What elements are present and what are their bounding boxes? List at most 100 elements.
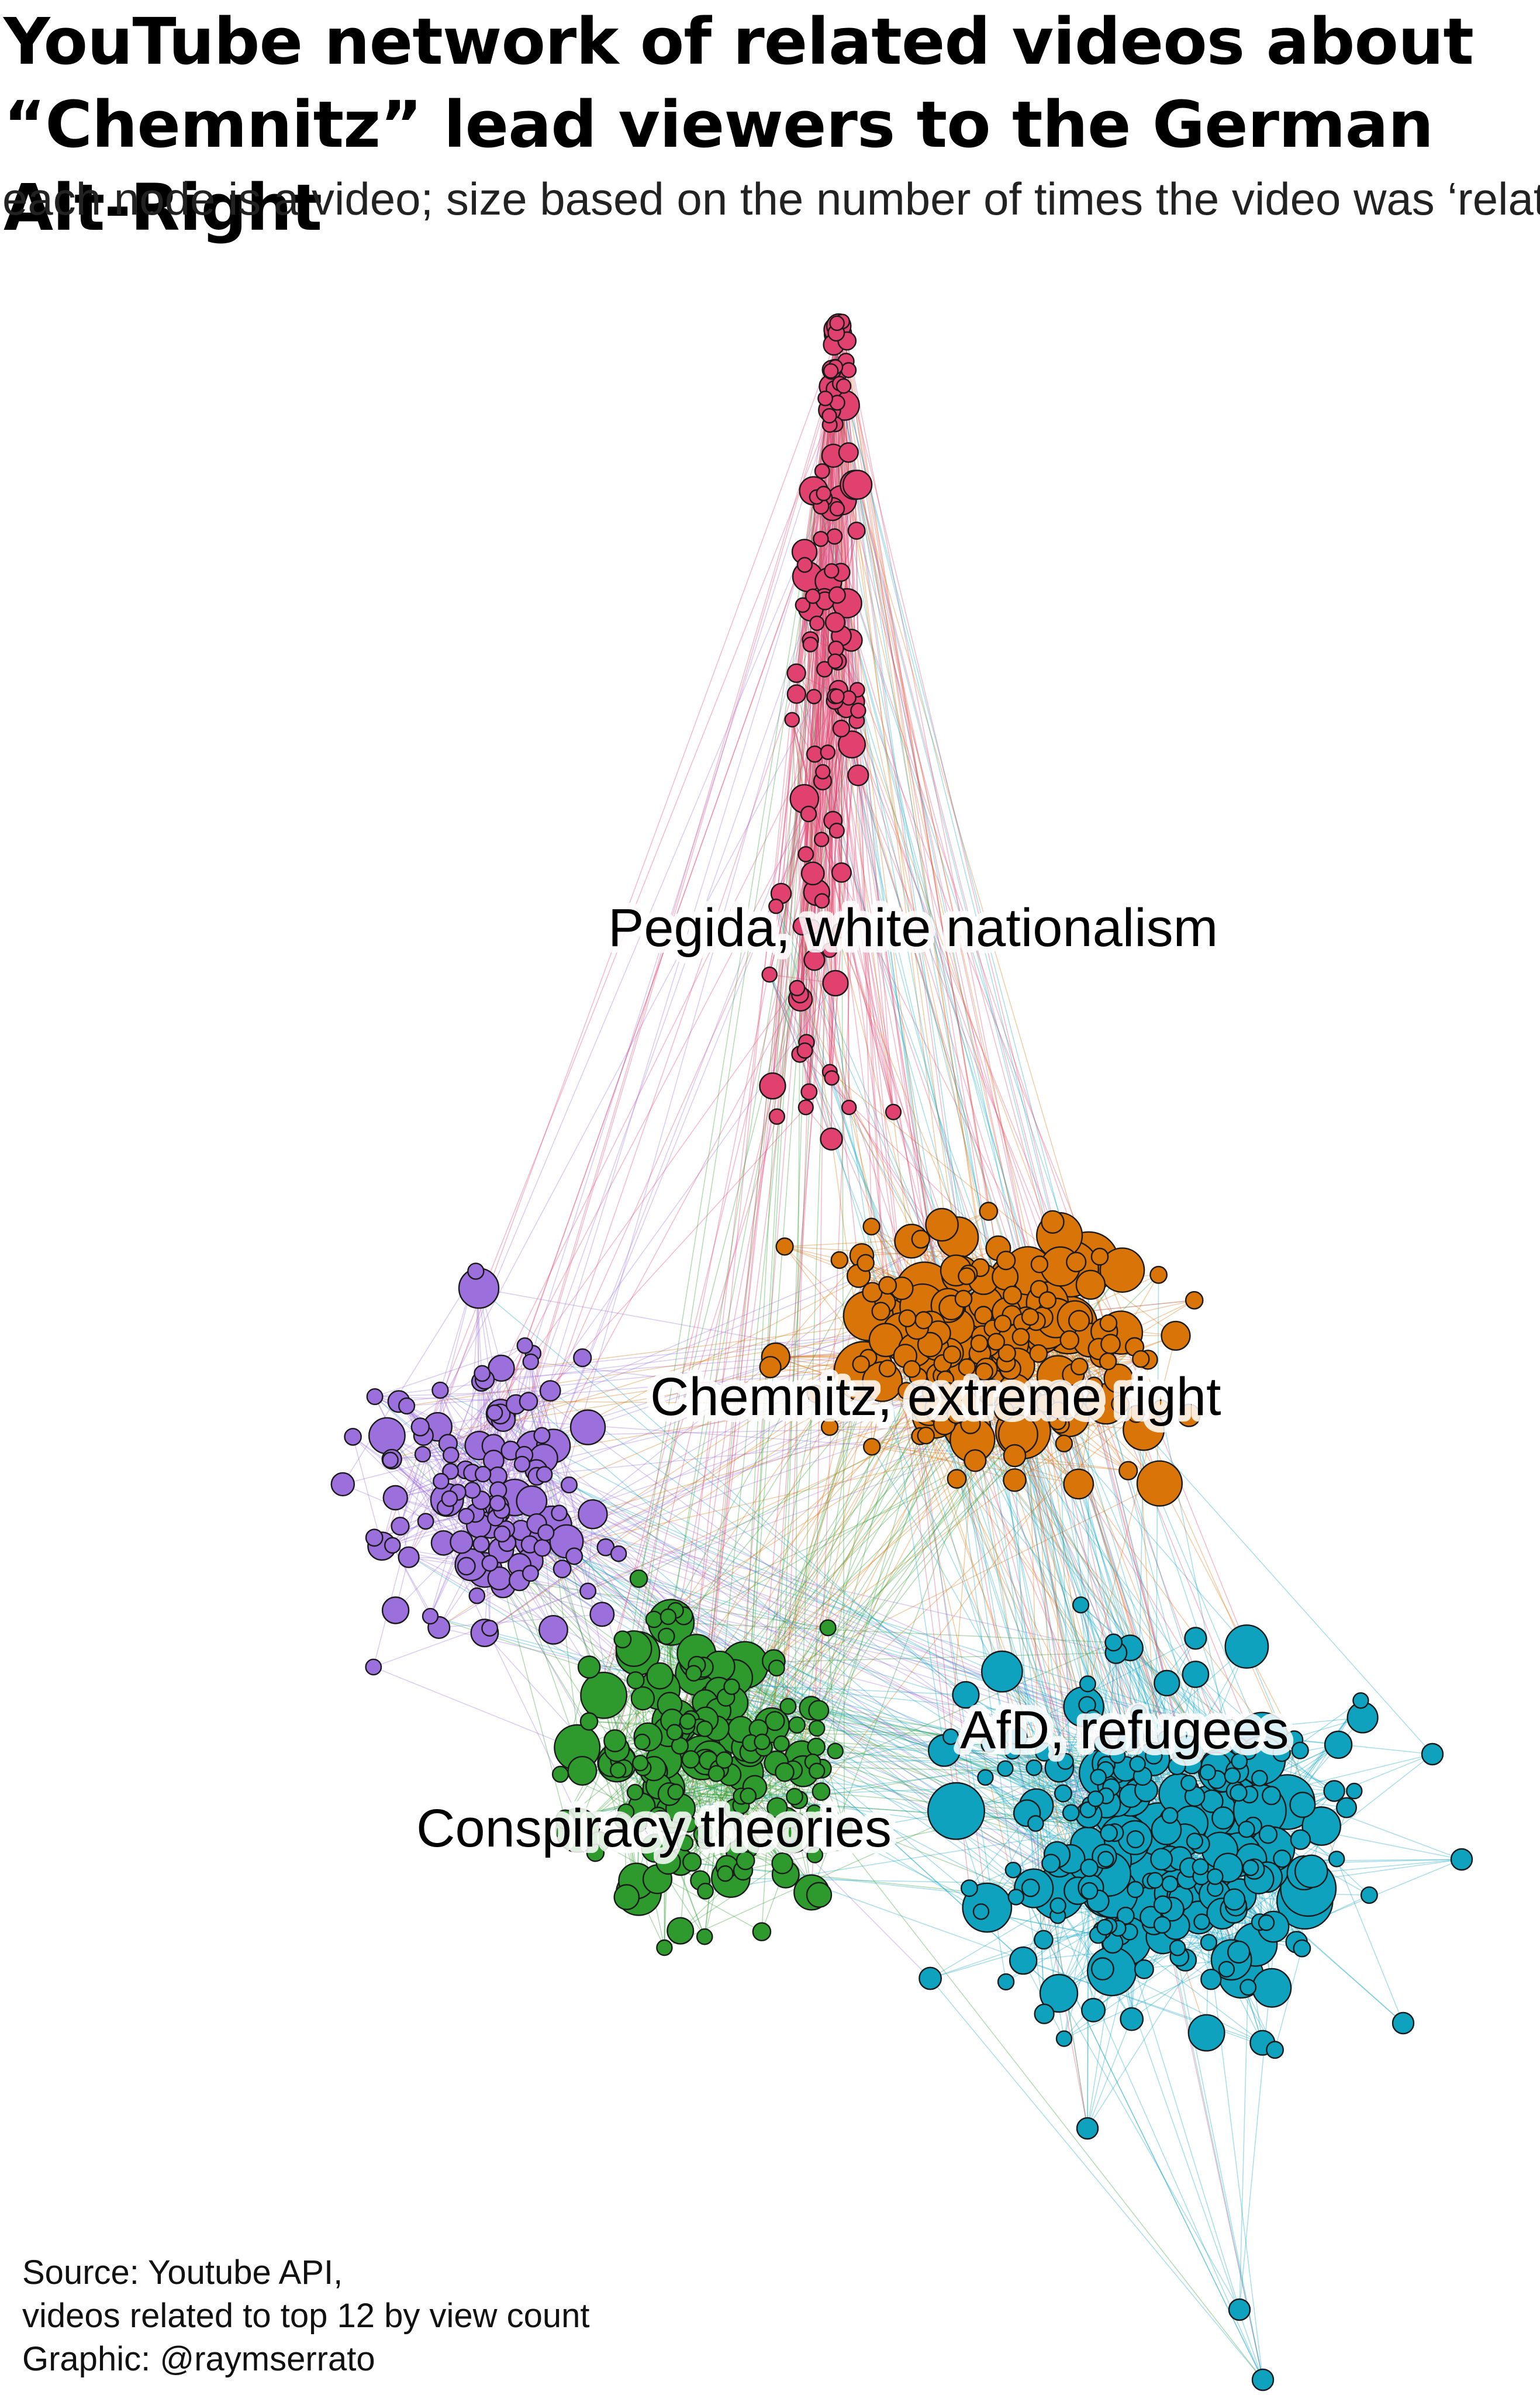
related-edge <box>423 661 836 1436</box>
video-node <box>578 1499 608 1530</box>
video-node <box>1169 1940 1186 1956</box>
video-node <box>771 1852 793 1875</box>
related-edge <box>484 1364 862 1634</box>
related-edge <box>829 1262 866 1427</box>
video-node <box>414 1445 431 1463</box>
video-node <box>1087 1790 1104 1807</box>
video-node <box>1147 1872 1163 1889</box>
video-node <box>1153 1916 1171 1934</box>
video-node <box>1273 1849 1292 1868</box>
video-node <box>1097 1851 1114 1868</box>
related-edge <box>837 333 1214 1881</box>
related-edge <box>696 1653 1078 1892</box>
video-node <box>813 531 829 547</box>
video-node <box>820 1127 843 1151</box>
related-edge <box>857 484 1214 1881</box>
video-node <box>431 1381 449 1399</box>
video-node <box>734 1817 751 1834</box>
related-edge <box>588 1116 778 1722</box>
video-node <box>330 1472 355 1497</box>
video-node <box>1127 1880 1144 1899</box>
video-node <box>1080 1997 1106 2023</box>
video-node <box>1049 1401 1068 1420</box>
related-edge <box>1057 1915 1263 2380</box>
video-node <box>842 470 873 500</box>
video-node <box>1294 1854 1328 1889</box>
related-edge <box>808 813 1069 1326</box>
video-node <box>1168 1756 1186 1775</box>
related-edge <box>830 371 1065 1400</box>
video-node <box>1025 1759 1042 1776</box>
video-node <box>752 1922 772 1941</box>
video-node <box>464 1482 481 1499</box>
related-edge <box>814 1393 931 1813</box>
video-node <box>1184 1627 1207 1650</box>
video-node <box>1063 1468 1094 1500</box>
video-node <box>841 1099 857 1116</box>
related-edge <box>818 1413 1137 1711</box>
video-node <box>1391 2011 1415 2035</box>
video-node <box>925 1207 959 1242</box>
video-node <box>775 1237 794 1256</box>
related-edge <box>829 425 1168 1683</box>
related-edge <box>498 710 859 1517</box>
video-node <box>603 1729 627 1752</box>
related-edge <box>820 1359 1149 1792</box>
video-node <box>1145 1747 1163 1765</box>
video-node <box>850 702 866 719</box>
video-node <box>626 1671 645 1690</box>
video-node <box>816 661 833 678</box>
video-node <box>997 1973 1015 1991</box>
video-node <box>422 1607 439 1625</box>
related-edge <box>440 1373 483 1482</box>
node-layer <box>330 313 1473 2391</box>
related-edge <box>666 1431 1024 1637</box>
related-edge <box>769 689 839 975</box>
related-edge <box>800 999 921 1240</box>
video-node <box>1117 1730 1139 1752</box>
video-node <box>980 1388 998 1406</box>
video-node <box>516 1337 533 1354</box>
video-node <box>947 1469 967 1489</box>
video-node <box>814 463 830 479</box>
video-node <box>807 1737 826 1756</box>
video-node <box>481 1555 499 1572</box>
related-edge <box>524 1454 817 1729</box>
related-edge <box>582 1357 1089 1810</box>
video-node <box>814 893 830 909</box>
video-node <box>474 1365 491 1382</box>
related-edge <box>804 709 847 1051</box>
related-edge <box>528 398 826 1402</box>
video-node <box>987 1333 1006 1351</box>
video-node <box>614 1812 631 1829</box>
video-node <box>993 1314 1012 1333</box>
video-node <box>831 923 848 939</box>
related-edge <box>528 1400 960 1406</box>
video-node <box>766 1797 788 1818</box>
cluster-label-pegida: Pegida, white nationalism <box>608 898 1218 958</box>
related-edge <box>438 1614 602 1628</box>
video-node <box>1118 1461 1138 1481</box>
video-node <box>768 898 784 914</box>
video-node <box>828 822 845 839</box>
related-edge <box>481 536 835 1545</box>
video-node <box>539 1380 561 1402</box>
related-edge <box>1063 1399 1263 2043</box>
video-node <box>765 1711 785 1731</box>
video-node <box>802 636 819 653</box>
video-node <box>1258 1914 1275 1931</box>
related-edge <box>829 698 850 1072</box>
video-node <box>533 1539 551 1557</box>
video-node <box>1186 1833 1203 1850</box>
video-node <box>781 1827 798 1844</box>
video-node <box>493 1525 511 1542</box>
video-node <box>1293 1939 1311 1958</box>
video-node <box>1450 1848 1473 1871</box>
video-node <box>975 1362 993 1381</box>
related-edge <box>478 1288 504 1420</box>
video-node <box>815 764 831 780</box>
video-node <box>1096 1918 1113 1936</box>
video-node <box>824 612 846 633</box>
video-node <box>344 1427 362 1446</box>
related-edge <box>930 1978 1263 2380</box>
